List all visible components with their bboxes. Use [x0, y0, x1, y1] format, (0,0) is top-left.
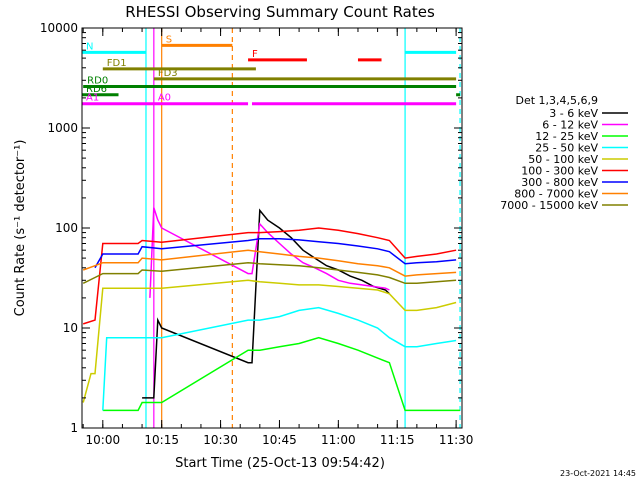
- flag-label-5: RD0: [87, 76, 108, 87]
- x-tick-label-1: 10:15: [144, 433, 179, 447]
- axes: 1 10 100 1000 10000 10:00 10:15 10:30 10:45 11:00…: [40, 21, 474, 447]
- series-line-0: [142, 208, 390, 399]
- y-tick-label-1: 10: [63, 321, 78, 335]
- footer-date: 23-Oct-2021 14:45: [560, 469, 636, 478]
- legend-label-3: 25 - 50 keV: [535, 142, 598, 155]
- x-axis-label: Start Time (25-Oct-13 09:54:42): [175, 456, 385, 471]
- y-tick-label-0: 1: [70, 421, 78, 435]
- flag-label-2: F: [252, 49, 258, 60]
- legend-label-1: 6 - 12 keV: [542, 119, 598, 132]
- legend-label-6: 300 - 800 keV: [521, 176, 598, 189]
- legend-label-5: 100 - 300 keV: [521, 165, 598, 178]
- flag-label-4: FD3: [158, 68, 178, 79]
- y-axis-label: Count Rate (s⁻¹ detector⁻¹): [13, 140, 28, 317]
- flag-label-7: A0: [158, 93, 171, 104]
- legend-label-4: 50 - 100 keV: [528, 153, 598, 166]
- legend-label-0: 3 - 6 keV: [549, 107, 598, 120]
- series-lines: [82, 207, 460, 412]
- x-tick-label-0: 10:00: [86, 433, 121, 447]
- y-tick-label-2: 100: [55, 221, 78, 235]
- legend-label-7: 800 - 7000 keV: [514, 188, 598, 201]
- series-line-4: [82, 279, 457, 403]
- legend-title: Det 1,3,4,5,6,9: [515, 94, 598, 107]
- x-tick-label-4: 11:00: [321, 433, 356, 447]
- y-tick-label-3: 1000: [47, 121, 78, 135]
- flag-label-3: FD1: [107, 58, 127, 69]
- flag-label-8: A1: [86, 93, 99, 104]
- flag-label-6: RD6: [86, 84, 107, 95]
- legend-label-2: 12 - 25 keV: [535, 130, 598, 143]
- series-line-6: [94, 238, 457, 269]
- series-line-1: [149, 207, 390, 298]
- chart-title: RHESSI Observing Summary Count Rates: [125, 3, 435, 21]
- x-tick-label-3: 10:45: [262, 433, 297, 447]
- series-line-7: [82, 249, 457, 277]
- series-line-3: [102, 306, 457, 411]
- x-tick-label-6: 11:30: [439, 433, 474, 447]
- x-tick-label-5: 11:15: [380, 433, 415, 447]
- flag-label-1: N: [86, 41, 93, 52]
- series-line-5: [82, 227, 457, 325]
- x-tick-label-2: 10:30: [203, 433, 238, 447]
- series-line-2: [102, 336, 460, 412]
- flag-label-0: S: [166, 34, 172, 45]
- series-line-8: [82, 261, 457, 285]
- legend-label-8: 7000 - 15000 keV: [500, 199, 598, 212]
- y-tick-label-4: 10000: [40, 21, 78, 35]
